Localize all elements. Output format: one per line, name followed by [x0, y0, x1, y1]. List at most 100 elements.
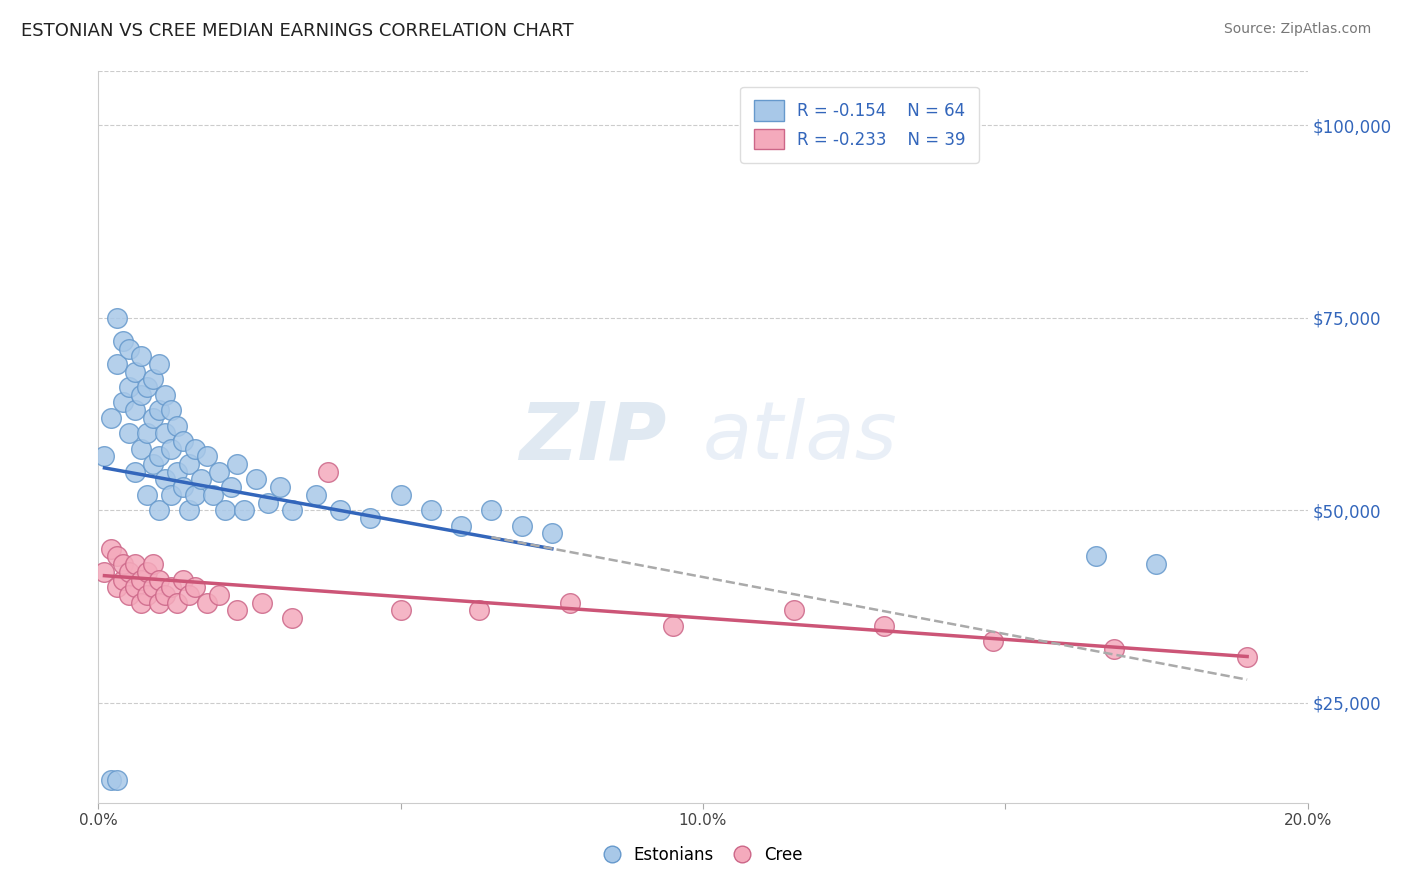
Point — [316, 465, 339, 479]
Point — [1085, 549, 1108, 564]
Point — [184, 488, 207, 502]
Point — [148, 357, 170, 371]
Point — [93, 565, 115, 579]
Point — [111, 557, 134, 571]
Point — [1102, 641, 1125, 656]
Point — [148, 573, 170, 587]
Point — [111, 334, 134, 348]
Legend: Estonians, Cree: Estonians, Cree — [598, 839, 808, 871]
Point — [135, 380, 157, 394]
Point — [153, 588, 176, 602]
Point — [105, 772, 128, 787]
Point — [100, 410, 122, 425]
Point — [172, 480, 194, 494]
Point — [184, 580, 207, 594]
Point — [93, 450, 115, 464]
Point — [148, 596, 170, 610]
Point — [135, 426, 157, 441]
Point — [118, 380, 141, 394]
Point — [281, 611, 304, 625]
Point — [166, 596, 188, 610]
Point — [160, 580, 183, 594]
Point — [153, 472, 176, 486]
Point — [118, 565, 141, 579]
Text: ESTONIAN VS CREE MEDIAN EARNINGS CORRELATION CHART: ESTONIAN VS CREE MEDIAN EARNINGS CORRELA… — [21, 22, 574, 40]
Point — [124, 365, 146, 379]
Point — [558, 596, 581, 610]
Point — [135, 565, 157, 579]
Point — [160, 403, 183, 417]
Point — [118, 426, 141, 441]
Point — [166, 465, 188, 479]
Point — [510, 518, 533, 533]
Point — [389, 488, 412, 502]
Point — [124, 465, 146, 479]
Text: atlas: atlas — [703, 398, 898, 476]
Point — [142, 372, 165, 386]
Point — [124, 403, 146, 417]
Point — [111, 573, 134, 587]
Point — [142, 457, 165, 471]
Point — [172, 573, 194, 587]
Point — [389, 603, 412, 617]
Point — [1144, 557, 1167, 571]
Point — [232, 503, 254, 517]
Point — [420, 503, 443, 517]
Point — [100, 772, 122, 787]
Point — [160, 442, 183, 456]
Point — [245, 472, 267, 486]
Point — [360, 511, 382, 525]
Point — [118, 588, 141, 602]
Point — [281, 503, 304, 517]
Point — [783, 603, 806, 617]
Point — [172, 434, 194, 448]
Point — [468, 603, 491, 617]
Point — [481, 503, 503, 517]
Point — [129, 596, 152, 610]
Point — [226, 457, 249, 471]
Point — [226, 603, 249, 617]
Point — [148, 503, 170, 517]
Point — [208, 465, 231, 479]
Point — [111, 395, 134, 409]
Point — [166, 418, 188, 433]
Point — [329, 503, 352, 517]
Point — [1236, 649, 1258, 664]
Point — [269, 480, 291, 494]
Point — [100, 541, 122, 556]
Text: Source: ZipAtlas.com: Source: ZipAtlas.com — [1223, 22, 1371, 37]
Point — [118, 342, 141, 356]
Point — [214, 503, 236, 517]
Point — [202, 488, 225, 502]
Point — [105, 310, 128, 325]
Point — [105, 580, 128, 594]
Point — [124, 557, 146, 571]
Point — [124, 580, 146, 594]
Point — [179, 457, 201, 471]
Point — [135, 488, 157, 502]
Point — [256, 495, 278, 509]
Point — [148, 403, 170, 417]
Point — [450, 518, 472, 533]
Point — [195, 596, 218, 610]
Point — [153, 426, 176, 441]
Point — [105, 357, 128, 371]
Point — [305, 488, 328, 502]
Point — [873, 618, 896, 632]
Point — [184, 442, 207, 456]
Point — [250, 596, 273, 610]
Point — [661, 618, 683, 632]
Text: ZIP: ZIP — [519, 398, 666, 476]
Legend: R = -0.154    N = 64, R = -0.233    N = 39: R = -0.154 N = 64, R = -0.233 N = 39 — [741, 87, 979, 162]
Point — [179, 588, 201, 602]
Point — [142, 580, 165, 594]
Point — [190, 472, 212, 486]
Point — [160, 488, 183, 502]
Point — [208, 588, 231, 602]
Point — [129, 388, 152, 402]
Point — [142, 410, 165, 425]
Point — [153, 388, 176, 402]
Point — [981, 634, 1004, 648]
Point — [142, 557, 165, 571]
Point — [221, 480, 243, 494]
